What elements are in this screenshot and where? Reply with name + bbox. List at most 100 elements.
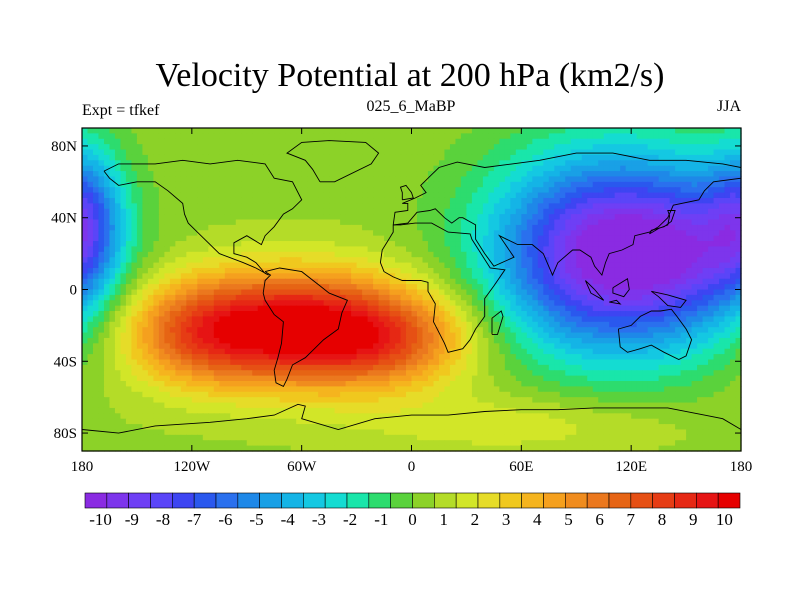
- field-cell: [98, 294, 105, 301]
- field-cell: [598, 192, 605, 199]
- field-cell: [570, 149, 577, 156]
- field-cell: [614, 181, 621, 188]
- field-cell: [92, 214, 100, 221]
- field-cell: [241, 289, 248, 296]
- field-cell: [296, 181, 303, 188]
- field-cell: [235, 343, 242, 350]
- field-cell: [686, 187, 693, 194]
- field-cell: [131, 154, 138, 161]
- field-cell: [510, 133, 517, 140]
- field-cell: [362, 235, 369, 242]
- field-cell: [373, 138, 380, 145]
- field-cell: [312, 181, 319, 188]
- field-cell: [87, 187, 94, 194]
- field-cell: [98, 197, 105, 204]
- field-cell: [559, 192, 566, 199]
- field-cell: [438, 251, 446, 258]
- field-cell: [356, 133, 363, 140]
- field-cell: [384, 257, 391, 264]
- field-cell: [268, 197, 275, 204]
- field-cell: [537, 332, 544, 339]
- field-cell: [636, 208, 643, 215]
- field-cell: [329, 316, 336, 323]
- field-cell: [735, 262, 742, 269]
- field-cell: [559, 316, 566, 323]
- field-cell: [559, 305, 566, 312]
- field-cell: [504, 311, 511, 318]
- field-cell: [675, 305, 682, 312]
- field-cell: [323, 262, 330, 269]
- field-cell: [125, 337, 133, 344]
- field-cell: [708, 305, 715, 312]
- field-cell: [614, 262, 621, 269]
- field-cell: [296, 289, 303, 296]
- field-cell: [631, 332, 638, 339]
- field-cell: [98, 208, 105, 215]
- field-cell: [125, 154, 133, 161]
- field-cell: [598, 300, 605, 307]
- field-cell: [307, 160, 314, 167]
- field-cell: [477, 321, 484, 328]
- field-cell: [719, 187, 726, 194]
- field-cell: [647, 316, 654, 323]
- field-cell: [713, 305, 720, 312]
- field-cell: [719, 171, 726, 178]
- left-string: Expt = tfkef: [82, 102, 160, 119]
- field-cell: [625, 241, 632, 248]
- field-cell: [680, 208, 687, 215]
- field-cell: [230, 305, 237, 312]
- field-cell: [186, 176, 193, 183]
- field-cell: [367, 197, 374, 204]
- field-cell: [400, 219, 407, 226]
- field-cell: [455, 128, 462, 134]
- field-cell: [735, 154, 742, 161]
- field-cell: [433, 160, 440, 167]
- field-cell: [334, 343, 341, 350]
- field-cell: [153, 154, 160, 161]
- field-cell: [268, 165, 275, 172]
- field-cell: [598, 171, 605, 178]
- right-string: JJA: [717, 98, 741, 115]
- field-cell: [373, 305, 380, 312]
- field-cell: [406, 171, 413, 178]
- field-cell: [554, 311, 561, 318]
- field-cell: [614, 273, 621, 280]
- field-cell: [312, 348, 319, 355]
- field-cell: [521, 187, 528, 194]
- field-cell: [373, 192, 380, 199]
- field-cell: [427, 144, 435, 151]
- field-cell: [384, 219, 391, 226]
- field-cell: [444, 294, 451, 301]
- field-cell: [367, 284, 374, 291]
- field-cell: [559, 241, 566, 248]
- field-cell: [515, 128, 522, 134]
- field-cell: [614, 165, 621, 172]
- field-cell: [334, 246, 341, 253]
- field-cell: [263, 165, 270, 172]
- field-cell: [169, 187, 176, 194]
- field-cell: [125, 348, 133, 355]
- field-cell: [301, 208, 308, 215]
- field-cell: [565, 321, 572, 328]
- field-cell: [191, 273, 198, 280]
- field-cell: [169, 224, 176, 231]
- field-cell: [158, 224, 165, 231]
- field-cell: [373, 133, 380, 140]
- field-cell: [482, 176, 489, 183]
- field-cell: [455, 267, 462, 274]
- field-cell: [614, 154, 621, 161]
- field-cell: [592, 128, 599, 134]
- field-cell: [263, 176, 270, 183]
- field-cell: [268, 154, 275, 161]
- field-cell: [581, 165, 588, 172]
- field-cell: [493, 337, 500, 344]
- field-cell: [164, 294, 171, 301]
- field-cell: [323, 332, 330, 339]
- field-cell: [719, 337, 726, 344]
- field-cell: [444, 176, 451, 183]
- field-cell: [708, 165, 715, 172]
- field-cell: [197, 289, 204, 296]
- field-cell: [576, 138, 583, 145]
- field-cell: [180, 311, 187, 318]
- field-cell: [620, 219, 627, 226]
